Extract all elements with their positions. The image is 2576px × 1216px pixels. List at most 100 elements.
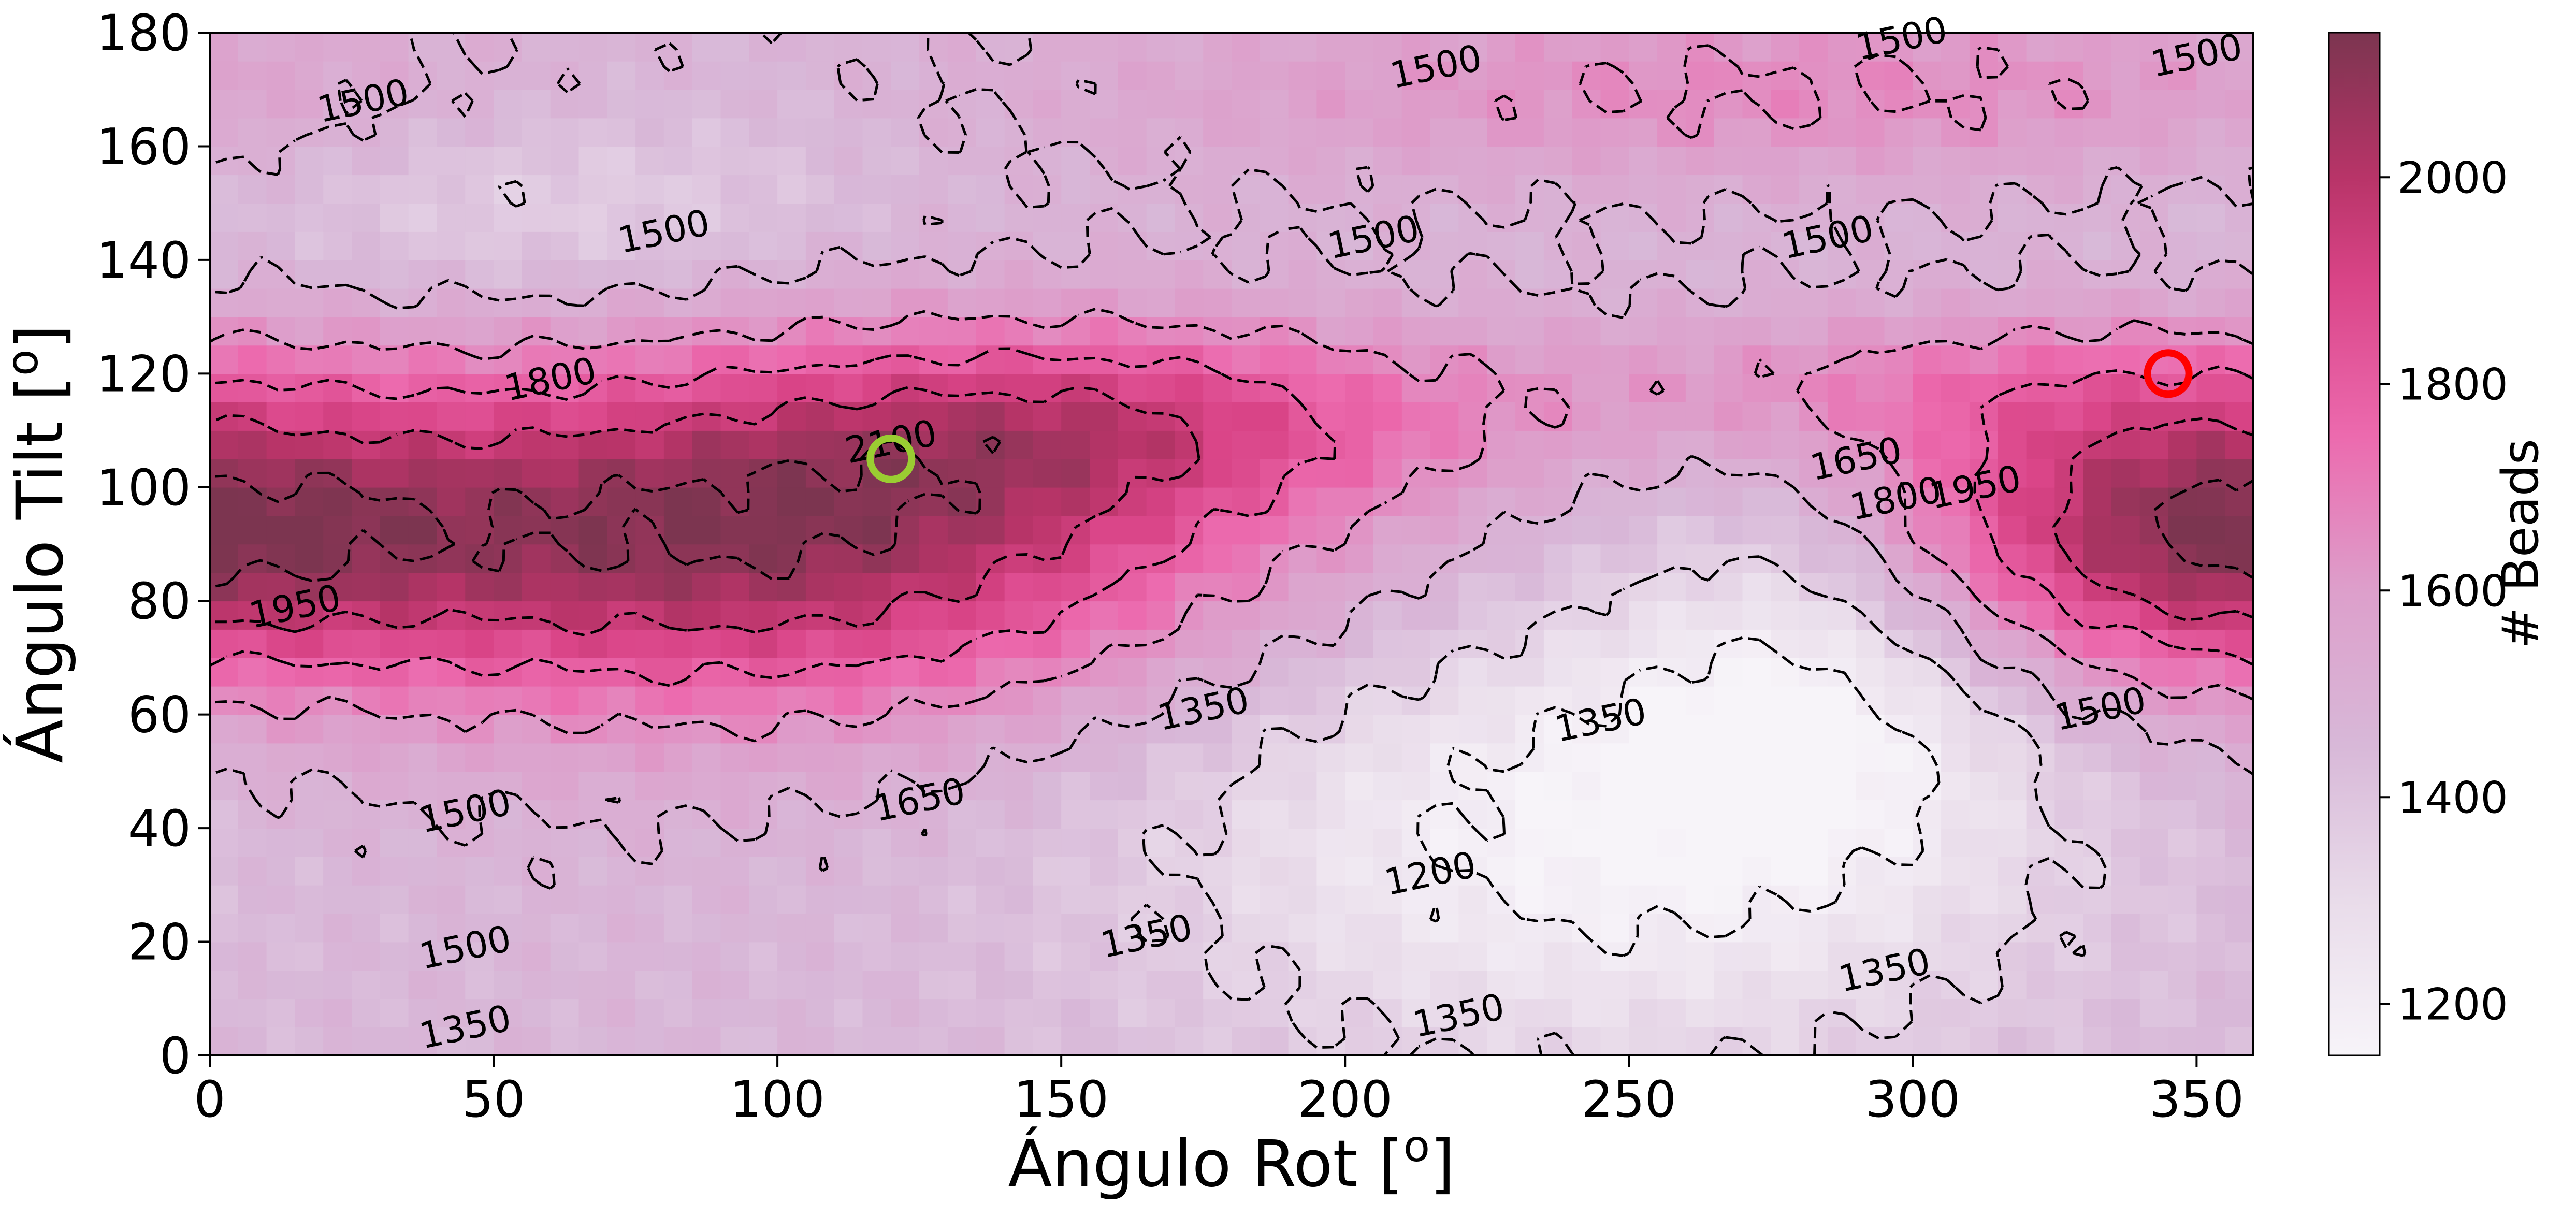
heatmap-cell <box>834 515 863 545</box>
heatmap-cell <box>1827 970 1857 1000</box>
heatmap-cell <box>919 572 948 602</box>
heatmap-cell <box>1685 800 1715 829</box>
heatmap-cell <box>2139 601 2169 630</box>
heatmap-cell <box>578 89 608 119</box>
heatmap-cell <box>1430 771 1459 801</box>
heatmap-cell <box>635 771 664 801</box>
heatmap-cell <box>1175 544 1204 573</box>
heatmap-cell <box>1458 828 1487 857</box>
heatmap-cell <box>891 828 920 857</box>
heatmap-cell <box>777 743 806 772</box>
heatmap-cell <box>1998 771 2027 801</box>
heatmap-cell <box>1260 771 1289 801</box>
heatmap-cell <box>578 203 608 232</box>
heatmap-cell <box>1629 146 1658 176</box>
heatmap-cell <box>1799 857 1828 886</box>
heatmap-cell <box>1118 1027 1147 1055</box>
heatmap-cell <box>834 998 863 1027</box>
heatmap-cell <box>323 487 352 516</box>
heatmap-cell <box>1969 913 1999 943</box>
heatmap-cell <box>891 857 920 886</box>
heatmap-cell <box>1771 572 1800 602</box>
heatmap-cell <box>352 458 381 488</box>
heatmap-cell <box>1742 800 1772 829</box>
heatmap-cell <box>1458 629 1487 658</box>
heatmap-cell <box>692 487 721 516</box>
heatmap-cell <box>1941 572 1970 602</box>
heatmap-cell <box>2111 771 2140 801</box>
heatmap-cell <box>862 629 892 658</box>
heatmap-cell <box>805 743 835 772</box>
heatmap-cell <box>578 743 608 772</box>
heatmap-cell <box>1969 146 1999 176</box>
heatmap-cell <box>494 942 523 971</box>
heatmap-cell <box>891 913 920 943</box>
heatmap-cell <box>1998 61 2027 90</box>
heatmap-cell <box>1373 743 1402 772</box>
heatmap-cell <box>1146 316 1176 346</box>
heatmap-cell <box>805 942 835 971</box>
heatmap-cell <box>2054 629 2083 658</box>
heatmap-cell <box>1175 942 1204 971</box>
heatmap-cell <box>607 203 636 232</box>
heatmap-cell <box>352 942 381 971</box>
heatmap-cell <box>919 146 948 176</box>
heatmap-cell <box>295 657 324 687</box>
heatmap-cell <box>522 743 551 772</box>
heatmap-cell <box>1232 345 1261 374</box>
heatmap-cell <box>1685 771 1715 801</box>
heatmap-cell <box>2083 345 2112 374</box>
heatmap-cell <box>862 885 892 914</box>
heatmap-cell <box>408 885 438 914</box>
heatmap-cell <box>1657 743 1686 772</box>
heatmap-cell <box>1118 487 1147 516</box>
heatmap-cell <box>2196 970 2225 1000</box>
heatmap-cell <box>1118 458 1147 488</box>
heatmap-cell <box>1714 800 1743 829</box>
heatmap-cell <box>607 118 636 147</box>
heatmap-cell <box>1685 203 1715 232</box>
x-tick-label: 50 <box>462 1070 525 1128</box>
heatmap-cell <box>862 800 892 829</box>
heatmap-cell <box>1515 998 1544 1027</box>
heatmap-cell <box>210 743 239 772</box>
heatmap-cell <box>2111 89 2140 119</box>
heatmap-cell <box>805 118 835 147</box>
heatmap-cell <box>1373 885 1402 914</box>
heatmap-cell <box>777 89 806 119</box>
heatmap-cell <box>635 998 664 1027</box>
heatmap-cell <box>1714 89 1743 119</box>
heatmap-cell <box>1401 657 1431 687</box>
heatmap-cell <box>1345 885 1374 914</box>
heatmap-cell <box>465 118 494 147</box>
heatmap-cell <box>607 458 636 488</box>
heatmap-cell <box>1941 373 1970 402</box>
heatmap-cell <box>1203 316 1232 346</box>
heatmap-cell <box>266 544 296 573</box>
heatmap-cell <box>1232 373 1261 402</box>
heatmap-cell <box>834 345 863 374</box>
heatmap-cell <box>238 345 267 374</box>
heatmap-cell <box>2225 288 2253 317</box>
heatmap-cell <box>494 259 523 289</box>
heatmap-cell <box>550 800 580 829</box>
heatmap-cell <box>1401 913 1431 943</box>
heatmap-cell <box>408 430 438 459</box>
heatmap-cell <box>1998 259 2027 289</box>
heatmap-cell <box>238 203 267 232</box>
heatmap-cell <box>1401 743 1431 772</box>
heatmap-cell <box>1401 61 1431 90</box>
heatmap-cell <box>1827 231 1857 260</box>
heatmap-cell <box>465 373 494 402</box>
heatmap-cell <box>408 942 438 971</box>
heatmap-cell <box>1515 316 1544 346</box>
heatmap-cell <box>1458 942 1487 971</box>
heatmap-cell <box>1515 828 1544 857</box>
heatmap-cell <box>295 800 324 829</box>
heatmap-cell <box>891 998 920 1027</box>
heatmap-cell <box>1090 857 1119 886</box>
heatmap-cell <box>408 601 438 630</box>
heatmap-cell <box>1232 885 1261 914</box>
heatmap-cell <box>437 544 466 573</box>
heatmap-cell <box>1146 515 1176 545</box>
